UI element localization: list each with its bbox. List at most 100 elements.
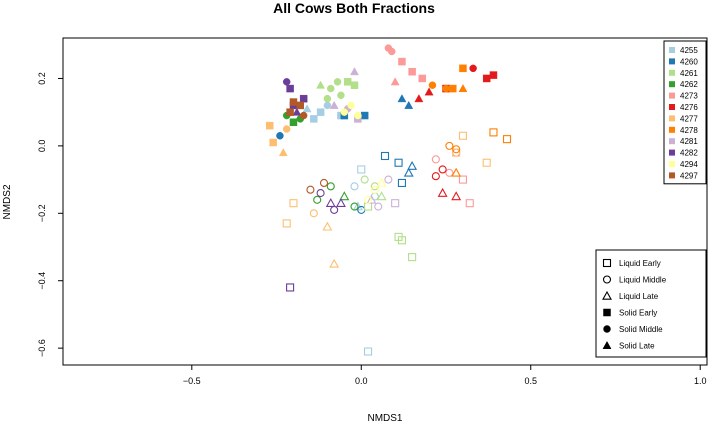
point-4277-solid-circle <box>282 125 291 133</box>
legend-swatch-4294 <box>669 161 675 167</box>
point-4261-liquid-circle <box>360 175 369 184</box>
y-tick-label: −0.2 <box>37 204 47 222</box>
legend-swatch-4260 <box>669 58 675 65</box>
point-4261-solid-circle <box>333 78 342 86</box>
legend-marker-solid-circle <box>603 325 611 333</box>
point-4297-solid-square <box>286 108 294 116</box>
point-4261-solid-square <box>343 78 352 86</box>
point-4261-solid-square <box>350 81 359 89</box>
point-4276-solid-triangle <box>414 94 424 103</box>
point-4260-solid-triangle <box>397 94 407 103</box>
point-4276-liquid-triangle <box>451 191 462 201</box>
legend-label-4294: 4294 <box>680 160 698 169</box>
x-tick-label: 1.0 <box>694 376 707 386</box>
point-4273-solid-circle <box>388 47 396 56</box>
legend-marker-solid-square <box>603 308 611 317</box>
legend-marker-liquid-circle <box>602 275 612 284</box>
point-4278-liquid-square <box>502 135 512 144</box>
point-4262-solid-square <box>289 118 298 127</box>
data-points <box>266 44 512 356</box>
point-4261-solid-circle <box>327 84 335 93</box>
legend-label-solid-square: Solid Early <box>619 309 657 318</box>
legend-swatch-4255 <box>669 47 675 53</box>
point-4294-liquid-circle <box>364 195 373 204</box>
point-4255-liquid-square <box>357 165 366 174</box>
point-4278-liquid-square <box>489 128 498 137</box>
point-4278-liquid-triangle <box>451 167 462 177</box>
point-4260-liquid-triangle <box>403 167 414 177</box>
point-4278-liquid-circle <box>452 145 461 154</box>
legend-label-4281: 4281 <box>680 137 698 146</box>
legend-label-4273: 4273 <box>680 92 698 101</box>
point-4262-liquid-circle <box>313 195 322 204</box>
point-4255-liquid-square <box>364 347 373 356</box>
point-4273-solid-square <box>418 74 427 83</box>
point-4260-liquid-square <box>394 158 403 167</box>
point-4260-solid-circle <box>276 132 284 140</box>
legend-label-4255: 4255 <box>680 46 698 55</box>
legend-label-liquid-circle: Liquid Middle <box>619 276 667 285</box>
point-4297-solid-square <box>296 101 305 110</box>
point-4297-solid-circle <box>299 111 308 120</box>
legend-label-4262: 4262 <box>680 80 698 89</box>
legend-label-4276: 4276 <box>680 103 698 112</box>
shape-legend-box <box>595 249 707 358</box>
point-4276-liquid-circle <box>438 165 447 174</box>
chart-title: All Cows Both Fractions <box>273 0 435 16</box>
point-4276-liquid-triangle <box>437 187 448 197</box>
point-4273-liquid-square <box>458 175 468 184</box>
point-4261-liquid-square <box>408 253 417 262</box>
point-4255-solid-triangle <box>302 104 312 113</box>
point-4255-solid-circle <box>323 101 332 110</box>
x-tick-label: 0.5 <box>524 376 537 386</box>
legend-swatch-4278 <box>669 126 675 133</box>
point-4282-solid-circle <box>282 78 291 86</box>
shape-legend: Liquid Early Liquid Middle Liquid Late Soli… <box>595 249 707 358</box>
point-4276-solid-circle <box>469 64 477 73</box>
point-4294-liquid-circle <box>370 185 379 194</box>
point-4273-solid-square <box>408 67 416 76</box>
point-4276-solid-square <box>489 71 498 79</box>
point-4260-liquid-triangle <box>407 160 418 170</box>
legend-label-4282: 4282 <box>680 149 698 158</box>
legend-label-4260: 4260 <box>680 57 698 66</box>
point-4277-solid-triangle <box>278 148 288 157</box>
legend-swatch-4281 <box>669 138 675 145</box>
point-4255-solid-square <box>316 108 325 116</box>
x-axis: −0.5 0.0 0.5 1.0 <box>183 364 707 386</box>
point-4261-solid-triangle <box>316 80 326 89</box>
point-4282-liquid-triangle <box>325 198 336 207</box>
point-4260-solid-triangle <box>404 100 414 109</box>
point-4255-solid-square <box>310 115 318 123</box>
point-4262-liquid-triangle <box>339 191 350 201</box>
y-tick-label: 0.2 <box>37 72 47 85</box>
legend-label-4278: 4278 <box>680 126 698 135</box>
point-4282-liquid-square <box>286 283 295 292</box>
point-4262-liquid-circle <box>350 202 359 211</box>
point-4276-solid-square <box>482 74 491 83</box>
point-4260-solid-square <box>360 111 369 120</box>
point-4281-solid-triangle <box>350 67 359 76</box>
legend-label-liquid-square: Liquid Early <box>619 259 661 268</box>
point-4276-solid-triangle <box>424 87 434 96</box>
point-4261-liquid-square <box>364 202 373 211</box>
point-4277-liquid-circle <box>309 209 318 218</box>
point-4281-liquid-square <box>391 199 400 208</box>
point-4277-liquid-square <box>452 148 461 157</box>
legend-label-solid-circle: Solid Middle <box>619 325 663 334</box>
point-4277-liquid-square <box>482 158 491 167</box>
point-4278-solid-circle <box>442 84 450 93</box>
legend-swatch-4261 <box>669 69 675 76</box>
point-4278-solid-triangle <box>458 84 468 93</box>
x-axis-label: NMDS1 <box>367 413 402 424</box>
point-4281-liquid-triangle <box>366 194 377 204</box>
legend-swatch-4262 <box>669 81 675 88</box>
legend-label-4277: 4277 <box>680 114 698 123</box>
legend-swatch-4277 <box>669 115 675 122</box>
point-4273-liquid-circle <box>431 155 440 164</box>
legend-label-4261: 4261 <box>680 69 698 78</box>
y-tick-label: 0.0 <box>37 140 47 153</box>
point-4282-solid-square <box>286 84 294 93</box>
point-4282-solid-triangle <box>292 107 302 116</box>
legend-swatch-4276 <box>669 104 675 110</box>
